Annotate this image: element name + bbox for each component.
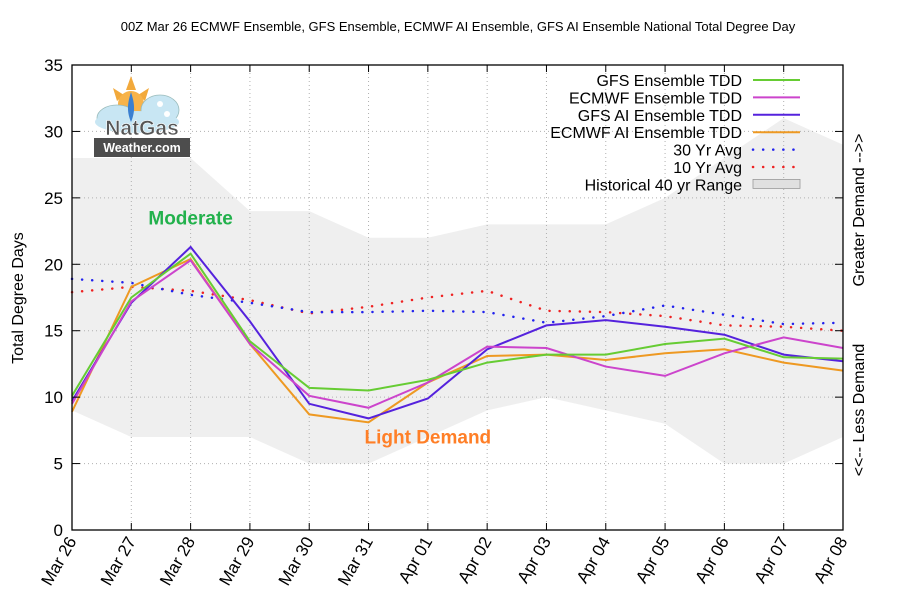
y-axis-label: Total Degree Days (10, 232, 27, 364)
x-tick-labels: Mar 26 Mar 27 Mar 28 Mar 29 Mar 30 Mar 31 Apr … (38, 534, 852, 589)
historical-range-layer (72, 118, 843, 464)
logo-natgas-text: NatGas (105, 117, 179, 140)
axis-layer (71, 64, 844, 531)
x-tick-label: Apr 03 (513, 534, 555, 587)
natgas-weather-logo: NatGas Weather.com (94, 76, 190, 157)
legend-label: Historical 40 yr Range (585, 177, 743, 194)
y-tick-label: 30 (44, 122, 63, 141)
x-tick-label: Apr 06 (691, 534, 733, 587)
x-tick-label: Mar 29 (215, 534, 258, 589)
x-tick-label: Mar 28 (156, 534, 199, 589)
historical-range-band (72, 118, 843, 464)
series-gfs-ai-ensemble-tdd (71, 245, 844, 420)
x-tick-label: Apr 08 (810, 534, 852, 587)
y-tick-label: 35 (44, 56, 63, 75)
logo-weather-text: Weather.com (103, 141, 181, 155)
x-tick-label: Apr 02 (454, 534, 496, 587)
legend-label: ECMWF AI Ensemble TDD (550, 125, 742, 142)
y-tick-labels: 0 5 10 15 20 25 30 35 (44, 56, 63, 540)
y-tick-label: 0 (54, 521, 63, 540)
annotation-light-demand: Light Demand (365, 428, 492, 449)
y-tick-label: 25 (44, 189, 63, 208)
annotation-moderate: Moderate (148, 208, 232, 229)
x-tick-label: Mar 27 (97, 534, 140, 589)
legend-label: 10 Yr Avg (673, 160, 742, 177)
y2-label-greater-demand: Greater Demand -->> (851, 134, 868, 287)
x-tick-label: Apr 01 (395, 534, 437, 587)
legend-label: ECMWF Ensemble TDD (569, 90, 742, 107)
x-tick-label: Mar 31 (334, 534, 377, 589)
series-layer (70, 245, 845, 424)
y2-label-less-demand: <<-- Less Demand (851, 344, 868, 477)
cloud-icon (95, 94, 180, 133)
legend-swatch-range (752, 178, 801, 189)
plot-frame (71, 64, 844, 531)
chart-title: 00Z Mar 26 ECMWF Ensemble, GFS Ensemble,… (121, 19, 796, 34)
x-tick-label: Apr 07 (751, 534, 793, 587)
annotation-layer: Moderate Light Demand (148, 208, 491, 448)
x-tick-label: Mar 30 (275, 534, 318, 589)
series-gfs-ensemble-tdd (71, 252, 844, 397)
legend-label: 30 Yr Avg (673, 143, 742, 160)
x-tick-label: Apr 04 (573, 534, 615, 587)
y-tick-label: 15 (44, 322, 63, 341)
x-tick-label: Mar 26 (38, 534, 81, 589)
series-ecmwf-ensemble-tdd (71, 258, 844, 409)
flame-icon (127, 92, 135, 122)
y-tick-label: 20 (44, 255, 63, 274)
legend-label: GFS Ensemble TDD (596, 73, 742, 90)
y-tick-label: 10 (44, 388, 63, 407)
y-tick-label: 5 (54, 455, 63, 474)
legend-label: GFS AI Ensemble TDD (578, 108, 742, 125)
x-tick-label: Apr 05 (632, 534, 674, 587)
